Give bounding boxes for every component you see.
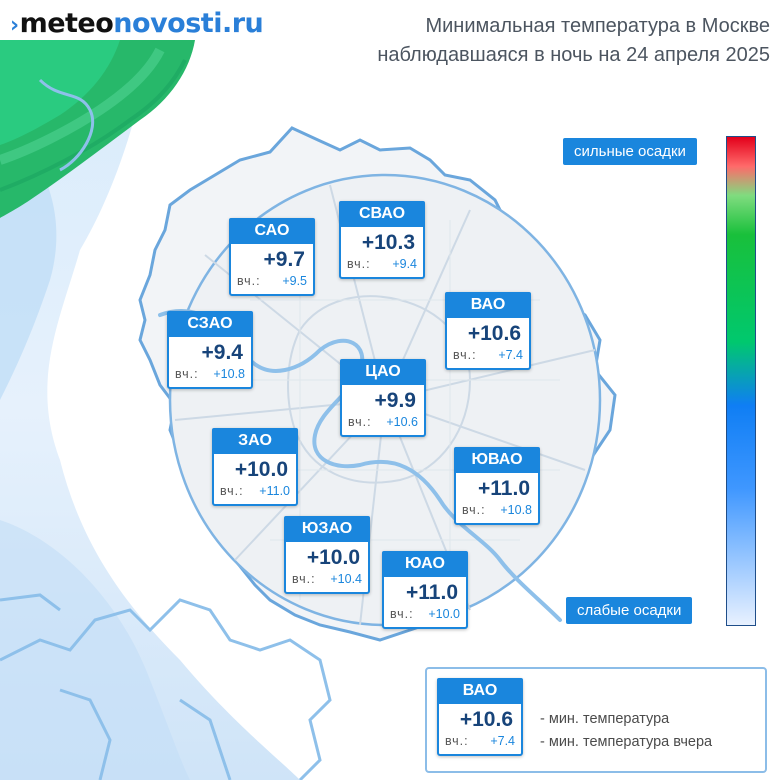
district-temp: +11.0 <box>478 477 530 500</box>
district-card-cao[interactable]: ЦАО +9.9 вч.: +10.6 <box>340 359 426 437</box>
district-card-zao[interactable]: ЗАО +10.0 вч.: +11.0 <box>212 428 298 506</box>
district-temp: +10.0 <box>234 458 288 481</box>
district-temp: +10.6 <box>467 322 521 345</box>
prev-temp: +7.4 <box>498 348 523 362</box>
map-title-line2: наблюдавшаяся в ночь на 24 апреля 2025 <box>377 44 770 66</box>
new-moscow-boundary <box>0 78 332 780</box>
prev-temp: +10.4 <box>330 572 362 586</box>
district-name: САО <box>229 218 315 244</box>
district-name: ЮВАО <box>454 447 540 473</box>
map-title-line1: Минимальная температура в Москве <box>425 15 770 37</box>
prev-temp: +10.0 <box>428 607 460 621</box>
district-card-yuzao[interactable]: ЮЗАО +10.0 вч.: +10.4 <box>284 516 370 594</box>
prev-label: вч.: <box>390 607 414 621</box>
brand-logo[interactable]: ›meteonovosti.ru <box>10 8 264 39</box>
scale-label-weak: слабые осадки <box>566 597 693 624</box>
district-temp: +9.7 <box>263 248 305 271</box>
legend-sample-temp: +10.6 <box>459 708 513 731</box>
district-card-vao[interactable]: ВАО +10.6 вч.: +7.4 <box>445 292 531 370</box>
district-name: ЗАО <box>212 428 298 454</box>
prev-label: вч.: <box>220 484 244 498</box>
district-name: ВАО <box>445 292 531 318</box>
prev-temp: +10.8 <box>213 367 245 381</box>
district-card-sao[interactable]: САО +9.7 вч.: +9.5 <box>229 218 315 296</box>
brand-mark: › <box>10 13 19 38</box>
precipitation-scale-bar <box>726 136 756 626</box>
prev-label: вч.: <box>175 367 199 381</box>
brand-name-part2: novosti.ru <box>113 8 264 39</box>
prev-label: вч.: <box>348 415 372 429</box>
legend-line-min-temp: - мин. температура <box>540 711 670 727</box>
legend-sample-prev: +7.4 <box>490 734 515 748</box>
district-card-svao[interactable]: СВАО +10.3 вч.: +9.4 <box>339 201 425 279</box>
district-temp: +10.3 <box>361 231 415 254</box>
map-title: Минимальная температура в Москве наблюда… <box>377 12 770 70</box>
prev-temp: +10.8 <box>500 503 532 517</box>
prev-label: вч.: <box>347 257 371 271</box>
district-name: СВАО <box>339 201 425 227</box>
scale-label-strong: сильные осадки <box>563 138 697 165</box>
prev-temp: +9.4 <box>392 257 417 271</box>
precipitation-area-soft <box>0 520 190 780</box>
district-temp: +11.0 <box>406 581 458 604</box>
moskva-river <box>158 309 562 622</box>
district-name: ЮЗАО <box>284 516 370 542</box>
district-name: ЮАО <box>382 551 468 577</box>
brand-name-part1: meteo <box>19 8 114 39</box>
prev-label: вч.: <box>453 348 477 362</box>
district-temp: +9.4 <box>201 341 243 364</box>
district-temp: +10.0 <box>306 546 360 569</box>
district-card-yuao[interactable]: ЮАО +11.0 вч.: +10.0 <box>382 551 468 629</box>
legend-sample-prev-label: вч.: <box>445 734 469 748</box>
district-temp: +9.9 <box>374 389 416 412</box>
legend-line-min-temp-prev: - мин. температура вчера <box>540 734 713 750</box>
district-name: ЦАО <box>340 359 426 385</box>
legend-sample-card: ВАО +10.6 вч.: +7.4 <box>437 678 523 756</box>
legend-sample-name: ВАО <box>437 678 523 704</box>
prev-label: вч.: <box>462 503 486 517</box>
district-name: СЗАО <box>167 311 253 337</box>
prev-temp: +11.0 <box>259 484 290 498</box>
prev-label: вч.: <box>237 274 261 288</box>
district-card-yuvao[interactable]: ЮВАО +11.0 вч.: +10.8 <box>454 447 540 525</box>
prev-label: вч.: <box>292 572 316 586</box>
district-card-szao[interactable]: СЗАО +9.4 вч.: +10.8 <box>167 311 253 389</box>
prev-temp: +10.6 <box>386 415 418 429</box>
prev-temp: +9.5 <box>282 274 307 288</box>
